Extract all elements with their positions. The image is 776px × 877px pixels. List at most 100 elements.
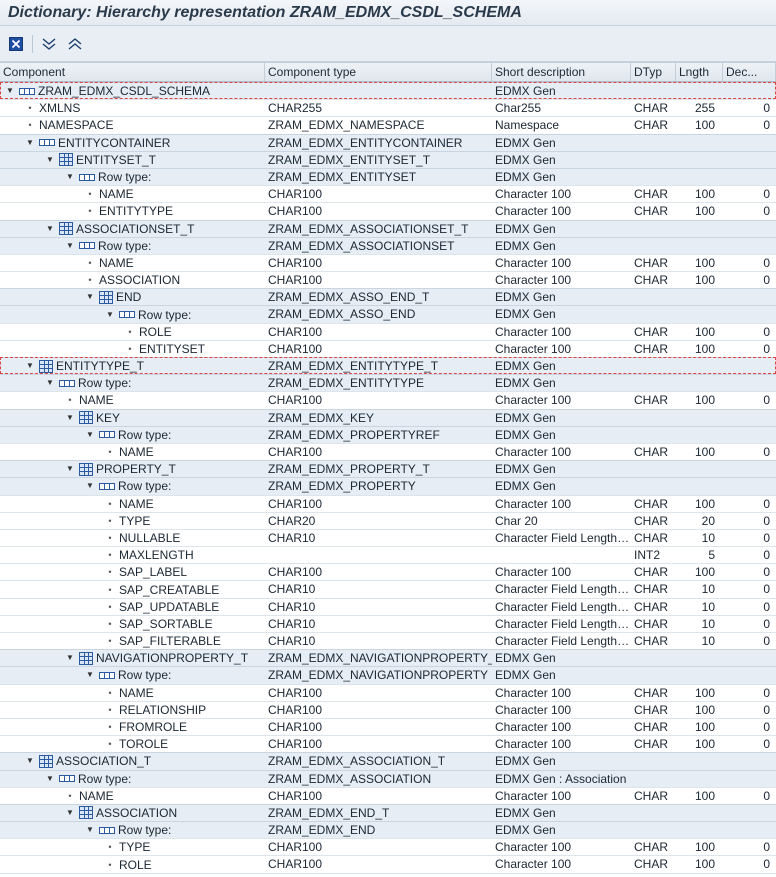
component-name: NAME xyxy=(119,445,154,460)
tree-row[interactable]: ▼ ASSOCIATIONSET_T ZRAM_EDMX_ASSOCIATIONSE… xyxy=(0,219,776,237)
length-cell xyxy=(676,667,723,683)
tree-row[interactable]: ▼ NAVIGATIONPROPERTY_T ZRAM_EDMX_NAVIGATIO… xyxy=(0,649,776,667)
expand-arrow-icon[interactable]: ▼ xyxy=(46,378,54,388)
tree-row[interactable]: • SAP_CREATABLE CHAR10 Character Field Leng… xyxy=(0,580,776,598)
expand-arrow-icon[interactable]: ▼ xyxy=(66,240,74,250)
expand-arrow-icon[interactable]: ▼ xyxy=(106,309,114,319)
structure-icon xyxy=(99,431,115,439)
column-header-short-description[interactable]: Short description xyxy=(492,63,631,81)
tree-row[interactable]: • ROLE CHAR100 Character 100 CHAR 100 0 xyxy=(0,855,776,873)
component-name: ASSOCIATION_T xyxy=(56,754,152,769)
expand-arrow-icon[interactable]: ▼ xyxy=(66,412,74,422)
tree-row[interactable]: • TOROLE CHAR100 Character 100 CHAR 100 0 xyxy=(0,735,776,753)
component-type-cell: ZRAM_EDMX_ASSO_END_T xyxy=(268,290,430,305)
expand-arrow-icon[interactable]: ▼ xyxy=(86,429,94,439)
expand-arrow-icon[interactable]: ▼ xyxy=(86,825,94,835)
tree-row[interactable]: • NAME CHAR100 Character 100 CHAR 100 0 xyxy=(0,786,776,804)
expand-arrow-icon[interactable]: ▼ xyxy=(86,292,94,302)
tree-row[interactable]: • XMLNS CHAR255 Char255 CHAR 255 0 xyxy=(0,99,776,117)
tree-row[interactable]: ▼ Row type: ZRAM_EDMX_ASSOCIATIONSET EDMX G… xyxy=(0,236,776,254)
tree-row[interactable]: ▼ Row type: ZRAM_EDMX_PROPERTYREF EDMX Gen xyxy=(0,425,776,443)
tree-row[interactable]: • TYPE CHAR100 Character 100 CHAR 100 0 xyxy=(0,838,776,856)
tree-row[interactable]: • RELATIONSHIP CHAR100 Character 100 CHAR 100… xyxy=(0,700,776,718)
bullet-icon: • xyxy=(108,739,112,750)
tree-row[interactable]: • TYPE CHAR20 Char 20 CHAR 20 0 xyxy=(0,511,776,529)
tree-row[interactable]: ▼ Row type: ZRAM_EDMX_ENTITYSET EDMX Gen xyxy=(0,167,776,186)
component-type-cell: ZRAM_EDMX_NAVIGATIONPROPERTY xyxy=(268,668,489,683)
length-cell: 10 xyxy=(701,634,715,648)
tree-row[interactable]: •MULTIPLICITYCHAR4Not More Closely Defin… xyxy=(0,872,776,877)
expand-all-button[interactable] xyxy=(39,34,59,54)
tree-rows: ▼ ZRAM_EDMX_CSDL_SCHEMA EDMX Gen • XMLNS CHAR… xyxy=(0,82,776,877)
length-cell xyxy=(676,427,723,443)
tree-row[interactable]: • ENTITYTYPE CHAR100 Character 100 CHAR 100 0 xyxy=(0,202,776,220)
decimals-cell: 0 xyxy=(763,204,770,219)
tree-row[interactable]: ▼ ZRAM_EDMX_CSDL_SCHEMA EDMX Gen xyxy=(0,82,776,100)
column-header-dtyp[interactable]: DTyp xyxy=(631,63,676,81)
tree-row[interactable]: ▼ ASSOCIATION_T ZRAM_EDMX_ASSOCIATION_T EDM… xyxy=(0,752,776,770)
tree-row[interactable]: • SAP_FILTERABLE CHAR10 Character Field Len… xyxy=(0,632,776,650)
expand-arrow-icon[interactable]: ▼ xyxy=(46,154,54,164)
expand-arrow-icon[interactable]: ▼ xyxy=(66,807,74,817)
length-cell xyxy=(676,822,723,838)
tree-row[interactable]: • NAME CHAR100 Character 100 CHAR 100 0 xyxy=(0,391,776,409)
expand-arrow-icon[interactable]: ▼ xyxy=(86,481,94,491)
tree-row[interactable]: • NAMESPACE ZRAM_EDMX_NAMESPACE Namespace CH… xyxy=(0,116,776,134)
expand-arrow-icon[interactable]: ▼ xyxy=(46,773,54,783)
expand-arrow-icon[interactable]: ▼ xyxy=(66,172,74,182)
tree-row[interactable]: • ENTITYSET CHAR100 Character 100 CHAR 100 0 xyxy=(0,339,776,357)
tree-row[interactable]: ▼ PROPERTY_T ZRAM_EDMX_PROPERTY_T EDMX Gen xyxy=(0,460,776,478)
close-x-icon xyxy=(9,36,23,51)
expand-arrow-icon[interactable]: ▼ xyxy=(26,137,34,147)
tree-row[interactable]: ▼ ENTITYCONTAINER ZRAM_EDMX_ENTITYCONTAINE… xyxy=(0,133,776,151)
tree-row[interactable]: • SAP_UPDATABLE CHAR10 Character Field Leng… xyxy=(0,597,776,615)
tree-row[interactable]: • NAME CHAR100 Character 100 CHAR 100 0 xyxy=(0,442,776,461)
decimals-cell xyxy=(723,306,776,322)
column-header-component-type[interactable]: Component type xyxy=(265,63,492,81)
tree-row[interactable]: ▼ Row type: ZRAM_EDMX_NAVIGATIONPROPERTY ED… xyxy=(0,666,776,684)
tree-row[interactable]: • ROLE CHAR100 Character 100 CHAR 100 0 xyxy=(0,322,776,340)
tree-row[interactable]: • NAME CHAR100 Character 100 CHAR 100 0 xyxy=(0,253,776,272)
dtyp-cell xyxy=(631,753,676,769)
decimals-cell xyxy=(723,771,776,787)
expand-arrow-icon[interactable]: ▼ xyxy=(26,756,34,766)
tree-row[interactable]: ▼ Row type: ZRAM_EDMX_ASSOCIATION EDMX Gen … xyxy=(0,769,776,787)
close-x-button[interactable] xyxy=(6,34,26,54)
component-type-cell: CHAR100 xyxy=(268,496,323,511)
component-cell: • ENTITYTYPE xyxy=(0,203,265,219)
tree-row[interactable]: • SAP_SORTABLE CHAR10 Character Field Lengt… xyxy=(0,614,776,632)
column-header-component[interactable]: Component xyxy=(0,63,265,81)
tree-row[interactable]: • MAXLENGTH INT2 5 0 xyxy=(0,546,776,564)
column-header-decimals[interactable]: Dec... xyxy=(723,63,776,81)
tree-row[interactable]: • NAME CHAR100 Character 100 CHAR 100 0 xyxy=(0,494,776,512)
expand-arrow-icon[interactable]: ▼ xyxy=(46,223,54,233)
length-cell: 100 xyxy=(694,324,715,339)
tree-row[interactable]: ▼ KEY ZRAM_EDMX_KEY EDMX Gen xyxy=(0,408,776,426)
expand-arrow-icon[interactable]: ▼ xyxy=(66,464,74,474)
tree-row[interactable]: ▼ Row type: ZRAM_EDMX_PROPERTY EDMX Gen xyxy=(0,477,776,495)
tree-row[interactable]: ▼ Row type: ZRAM_EDMX_ASSO_END EDMX Gen xyxy=(0,305,776,323)
tree-row[interactable]: • ASSOCIATION CHAR100 Character 100 CHAR 100 0 xyxy=(0,271,776,289)
tree-row[interactable]: • NULLABLE CHAR10 Character Field Length… CH… xyxy=(0,528,776,547)
component-cell: • NAME xyxy=(0,788,265,804)
expand-arrow-icon[interactable]: ▼ xyxy=(66,653,74,663)
tree-row[interactable]: • FROMROLE CHAR100 Character 100 CHAR 100 0 xyxy=(0,717,776,736)
expand-arrow-icon[interactable]: ▼ xyxy=(86,670,94,680)
tree-row[interactable]: ▼ Row type: ZRAM_EDMX_ENTITYTYPE EDMX Gen xyxy=(0,374,776,392)
expand-arrow-icon[interactable]: ▼ xyxy=(6,86,14,96)
tree-row[interactable]: • NAME CHAR100 Character 100 CHAR 100 0 xyxy=(0,683,776,701)
tree-row[interactable]: ▼ END ZRAM_EDMX_ASSO_END_T EDMX Gen xyxy=(0,288,776,306)
tree-row[interactable]: ▼ Row type: ZRAM_EDMX_END EDMX Gen xyxy=(0,821,776,839)
decimals-cell: 0 xyxy=(763,788,770,803)
expand-arrow-icon[interactable]: ▼ xyxy=(26,361,34,371)
tree-row[interactable]: • NAME CHAR100 Character 100 CHAR 100 0 xyxy=(0,185,776,203)
tree-row[interactable]: ▼ ENTITYTYPE_T ZRAM_EDMX_ENTITYTYPE_T EDMX … xyxy=(0,357,776,375)
tree-row[interactable]: ▼ ASSOCIATION ZRAM_EDMX_END_T EDMX Gen xyxy=(0,803,776,822)
component-type-cell: ZRAM_EDMX_END xyxy=(268,823,376,838)
collapse-all-button[interactable] xyxy=(65,34,85,54)
tree-row[interactable]: • SAP_LABEL CHAR100 Character 100 CHAR 100 0 xyxy=(0,563,776,581)
column-header-length[interactable]: Lngth xyxy=(676,63,723,81)
dtyp-cell xyxy=(631,358,676,374)
tree-row[interactable]: ▼ ENTITYSET_T ZRAM_EDMX_ENTITYSET_T EDMX Ge… xyxy=(0,150,776,168)
dtyp-cell xyxy=(631,822,676,838)
